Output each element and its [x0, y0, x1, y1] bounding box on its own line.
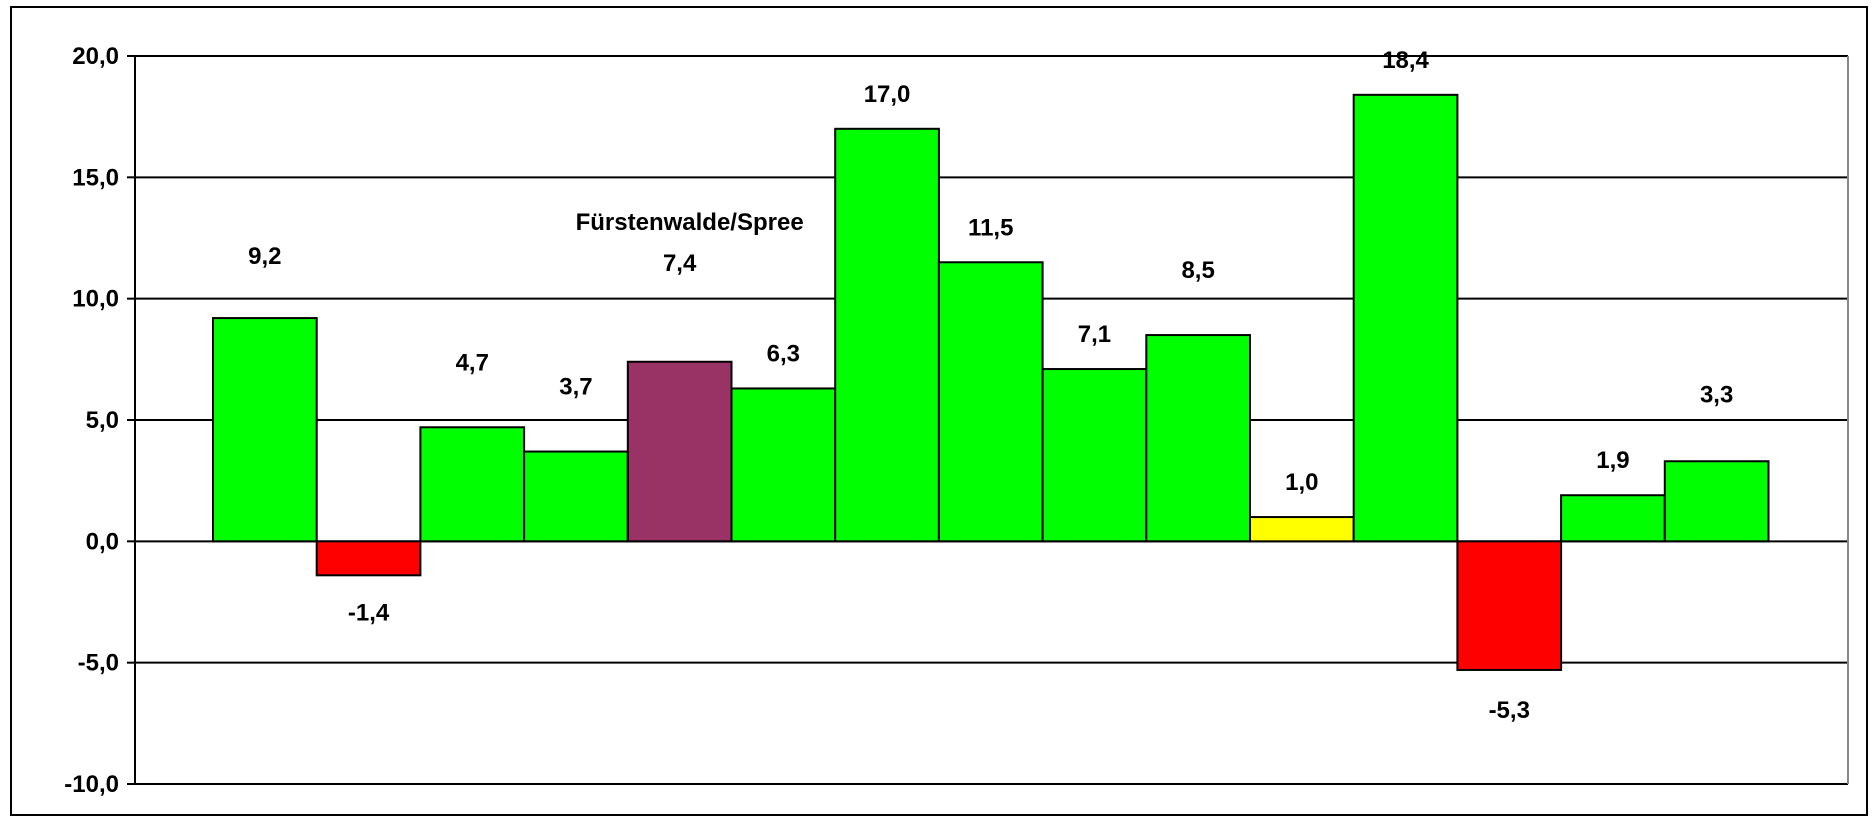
data-label: 7,4	[663, 250, 697, 277]
y-tick-label: 20,0	[72, 43, 119, 70]
data-label: 9,2	[248, 243, 281, 270]
data-label: 4,7	[456, 349, 489, 376]
bar	[1560, 494, 1666, 543]
data-label: 11,5	[968, 214, 1013, 241]
bar	[937, 261, 1044, 543]
bar	[523, 450, 629, 543]
y-tick-label: -5,0	[78, 650, 119, 677]
y-tick-label: -10,0	[64, 771, 119, 798]
y-tick-label: 10,0	[72, 286, 119, 313]
bars	[212, 93, 1770, 671]
bar	[1249, 516, 1355, 543]
data-label: 18,4	[1382, 47, 1429, 74]
bar	[212, 317, 318, 543]
data-label: 7,1	[1078, 321, 1111, 348]
data-label: 3,3	[1700, 381, 1733, 408]
y-tick-label: 5,0	[86, 407, 119, 434]
bar	[834, 127, 940, 543]
data-label: 6,3	[767, 340, 800, 367]
data-label: -5,3	[1489, 697, 1530, 724]
bar	[315, 540, 422, 577]
bar	[1352, 93, 1459, 543]
y-tick-labels: -10,0 -5,0 0,0 5,0 10,0 15,0 20,0	[64, 43, 119, 798]
annotation-label: Fürstenwalde/Spree	[576, 209, 804, 236]
bar	[1145, 334, 1252, 543]
axes	[134, 56, 1849, 784]
y-tick-label: 15,0	[72, 164, 119, 191]
data-label: 17,0	[864, 81, 911, 108]
data-label: 8,5	[1181, 257, 1214, 284]
data-labels: 9,2 -1,4 4,7 3,7 7,4 6,3 17,0 11,5 7,1 8,5 1,0 18,4…	[248, 47, 1733, 724]
bar	[730, 387, 837, 543]
data-label: 3,7	[559, 374, 592, 401]
data-label: -1,4	[348, 599, 390, 626]
data-label: 1,0	[1285, 469, 1318, 496]
bar	[1456, 540, 1563, 671]
data-label: 1,9	[1596, 447, 1629, 474]
bar	[626, 360, 733, 543]
bar	[419, 426, 526, 543]
bar	[1041, 368, 1148, 543]
bar	[1663, 460, 1770, 543]
y-tick-label: 0,0	[86, 528, 119, 555]
